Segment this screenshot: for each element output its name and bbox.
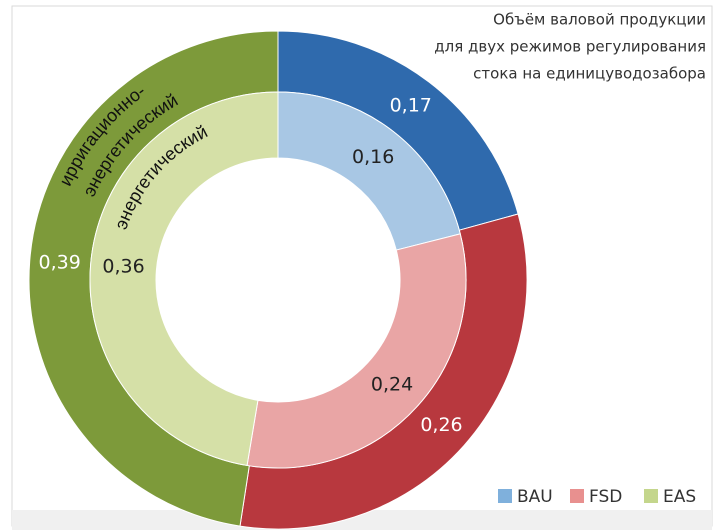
donut-segment [89, 91, 279, 467]
scroll-strip [12, 510, 712, 530]
data-label: 0,17 [390, 94, 432, 116]
chart-title: стока на единицуводозабора [473, 65, 706, 83]
data-label: 0,39 [38, 252, 80, 274]
chart-title: Объём валовой продукции [493, 11, 706, 29]
data-label: 0,26 [420, 414, 462, 436]
legend-swatch [498, 489, 512, 503]
legend-swatch [570, 489, 584, 503]
data-label: 0,36 [102, 256, 144, 278]
chart-title: для двух режимов регулирования [434, 38, 706, 56]
legend-label: BAU [517, 487, 553, 507]
data-label: 0,24 [371, 373, 413, 395]
rings [28, 30, 528, 530]
legend-label: FSD [589, 487, 622, 507]
donut-segment [246, 233, 467, 469]
legend-label: EAS [663, 487, 696, 507]
data-label: 0,16 [352, 146, 394, 168]
legend-swatch [644, 489, 658, 503]
